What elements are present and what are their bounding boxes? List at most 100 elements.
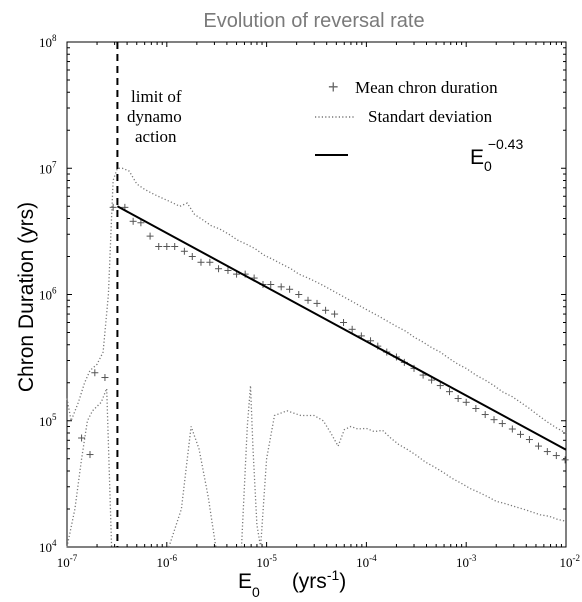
mean-chron-point [91, 369, 99, 377]
x-tick-base: 10 [57, 555, 70, 570]
mean-chron-point [508, 425, 516, 433]
mean-chron-point [436, 382, 444, 390]
y-tick-exp: 4 [52, 538, 57, 548]
x-label-unit: (yrs [292, 570, 327, 593]
mean-chron-point [155, 242, 163, 250]
legend-label-mean: Mean chron duration [355, 78, 498, 97]
annotation-limit-line-1: limit of [131, 87, 182, 106]
mean-chron-point [516, 430, 524, 438]
legend: + Mean chron duration Standart deviation… [315, 77, 523, 174]
mean-chron-point [462, 398, 470, 406]
x-label-sub: 0 [252, 584, 260, 600]
x-tick-exp: -5 [269, 553, 277, 563]
y-tick-label: 104 [39, 538, 57, 555]
mean-chron-point [490, 416, 498, 424]
mean-chron-point [188, 252, 196, 260]
mean-chron-point [180, 247, 188, 255]
mean-chron-point [340, 319, 348, 327]
mean-chron-point [78, 434, 86, 442]
x-label-unit-close: ) [339, 570, 346, 593]
x-tick-label: 10-2 [560, 553, 581, 570]
y-tick-exp: 8 [52, 33, 57, 43]
mean-chron-point [454, 395, 462, 403]
mean-chron-point [304, 296, 312, 304]
y-tick-exp: 7 [52, 159, 57, 169]
legend-entry-std: Standart deviation [315, 107, 493, 126]
power-law-fit-line [116, 205, 567, 451]
y-tick-base: 10 [39, 540, 52, 555]
y-tick-label: 108 [39, 33, 57, 50]
fit-label-exp: −0.43 [488, 136, 524, 152]
x-label-base: E [238, 570, 252, 593]
mean-chron-point [146, 232, 154, 240]
y-tick-base: 10 [39, 35, 52, 50]
std-dev-upper-line [66, 167, 567, 434]
x-axis-label: E0 (yrs-1) [238, 567, 346, 600]
x-tick-base: 10 [456, 555, 469, 570]
y-tick-exp: 5 [52, 412, 57, 422]
legend-entry-fit: E0 −0.43 [315, 136, 523, 174]
mean-chron-point [277, 283, 285, 291]
y-tick-exp: 6 [52, 286, 57, 296]
x-tick-base: 10 [356, 555, 369, 570]
x-tick-base: 10 [157, 555, 170, 570]
mean-chron-point [86, 451, 94, 459]
mean-chron-point [197, 258, 205, 266]
mean-chron-point [267, 281, 275, 289]
mean-chron-point [313, 299, 321, 307]
mean-chron-point [348, 325, 356, 333]
mean-chron-point [137, 219, 145, 227]
legend-label-fit: E0 −0.43 [470, 136, 523, 174]
legend-label-std: Standart deviation [368, 107, 493, 126]
y-axis-label: Chron Duration (yrs) [15, 202, 38, 392]
mean-chron-point [445, 388, 453, 396]
mean-chron-point [129, 217, 137, 225]
mean-chron-point [331, 310, 339, 318]
fit-label-sub: 0 [484, 158, 492, 174]
x-tick-exp: -2 [573, 553, 581, 563]
x-axis-ticks: 10-7 10-6 10-5 10-4 10-3 10-2 [57, 42, 580, 570]
std-dev-lower-line [66, 385, 567, 548]
mean-chron-point [543, 448, 551, 456]
x-tick-exp: -6 [170, 553, 178, 563]
x-tick-exp: -4 [369, 553, 377, 563]
x-tick-label: 10-3 [456, 553, 477, 570]
x-tick-label: 10-5 [256, 553, 277, 570]
mean-chron-point [163, 242, 171, 250]
x-tick-label: 10-6 [157, 553, 178, 570]
x-tick-exp: -7 [70, 553, 78, 563]
x-tick-label: 10-4 [356, 553, 377, 570]
fit-label-base: E [470, 146, 484, 169]
mean-chron-point [472, 405, 480, 413]
mean-chron-point [224, 266, 232, 274]
mean-chron-point [295, 291, 303, 298]
x-tick-exp: -3 [469, 553, 477, 563]
mean-chron-point [215, 265, 223, 273]
series-layer [66, 167, 569, 548]
y-tick-base: 10 [39, 161, 52, 176]
y-tick-label: 106 [39, 286, 57, 303]
mean-chron-point [525, 436, 533, 444]
mean-chron-point [206, 258, 214, 266]
mean-chron-point [498, 420, 506, 428]
mean-chron-point [534, 442, 542, 450]
chart-title: Evolution of reversal rate [203, 10, 424, 32]
mean-chron-point [561, 456, 569, 464]
annotation-limit-line-3: action [135, 127, 177, 146]
mean-chron-point [286, 285, 294, 293]
mean-chron-point [101, 374, 109, 382]
mean-chron-point [171, 242, 179, 250]
mean-chron-point [322, 306, 330, 314]
legend-entry-mean: + Mean chron duration [328, 77, 498, 97]
x-tick-label: 10-7 [57, 553, 78, 570]
mean-chron-point [109, 203, 117, 211]
y-tick-label: 107 [39, 159, 57, 176]
x-label-unit-exp: -1 [327, 567, 340, 583]
annotation-limit-line-2: dynamo [127, 107, 182, 126]
y-tick-label: 105 [39, 412, 57, 429]
y-tick-base: 10 [39, 288, 52, 303]
x-tick-base: 10 [256, 555, 269, 570]
x-tick-base: 10 [560, 555, 573, 570]
legend-marker-plus: + [328, 77, 339, 97]
